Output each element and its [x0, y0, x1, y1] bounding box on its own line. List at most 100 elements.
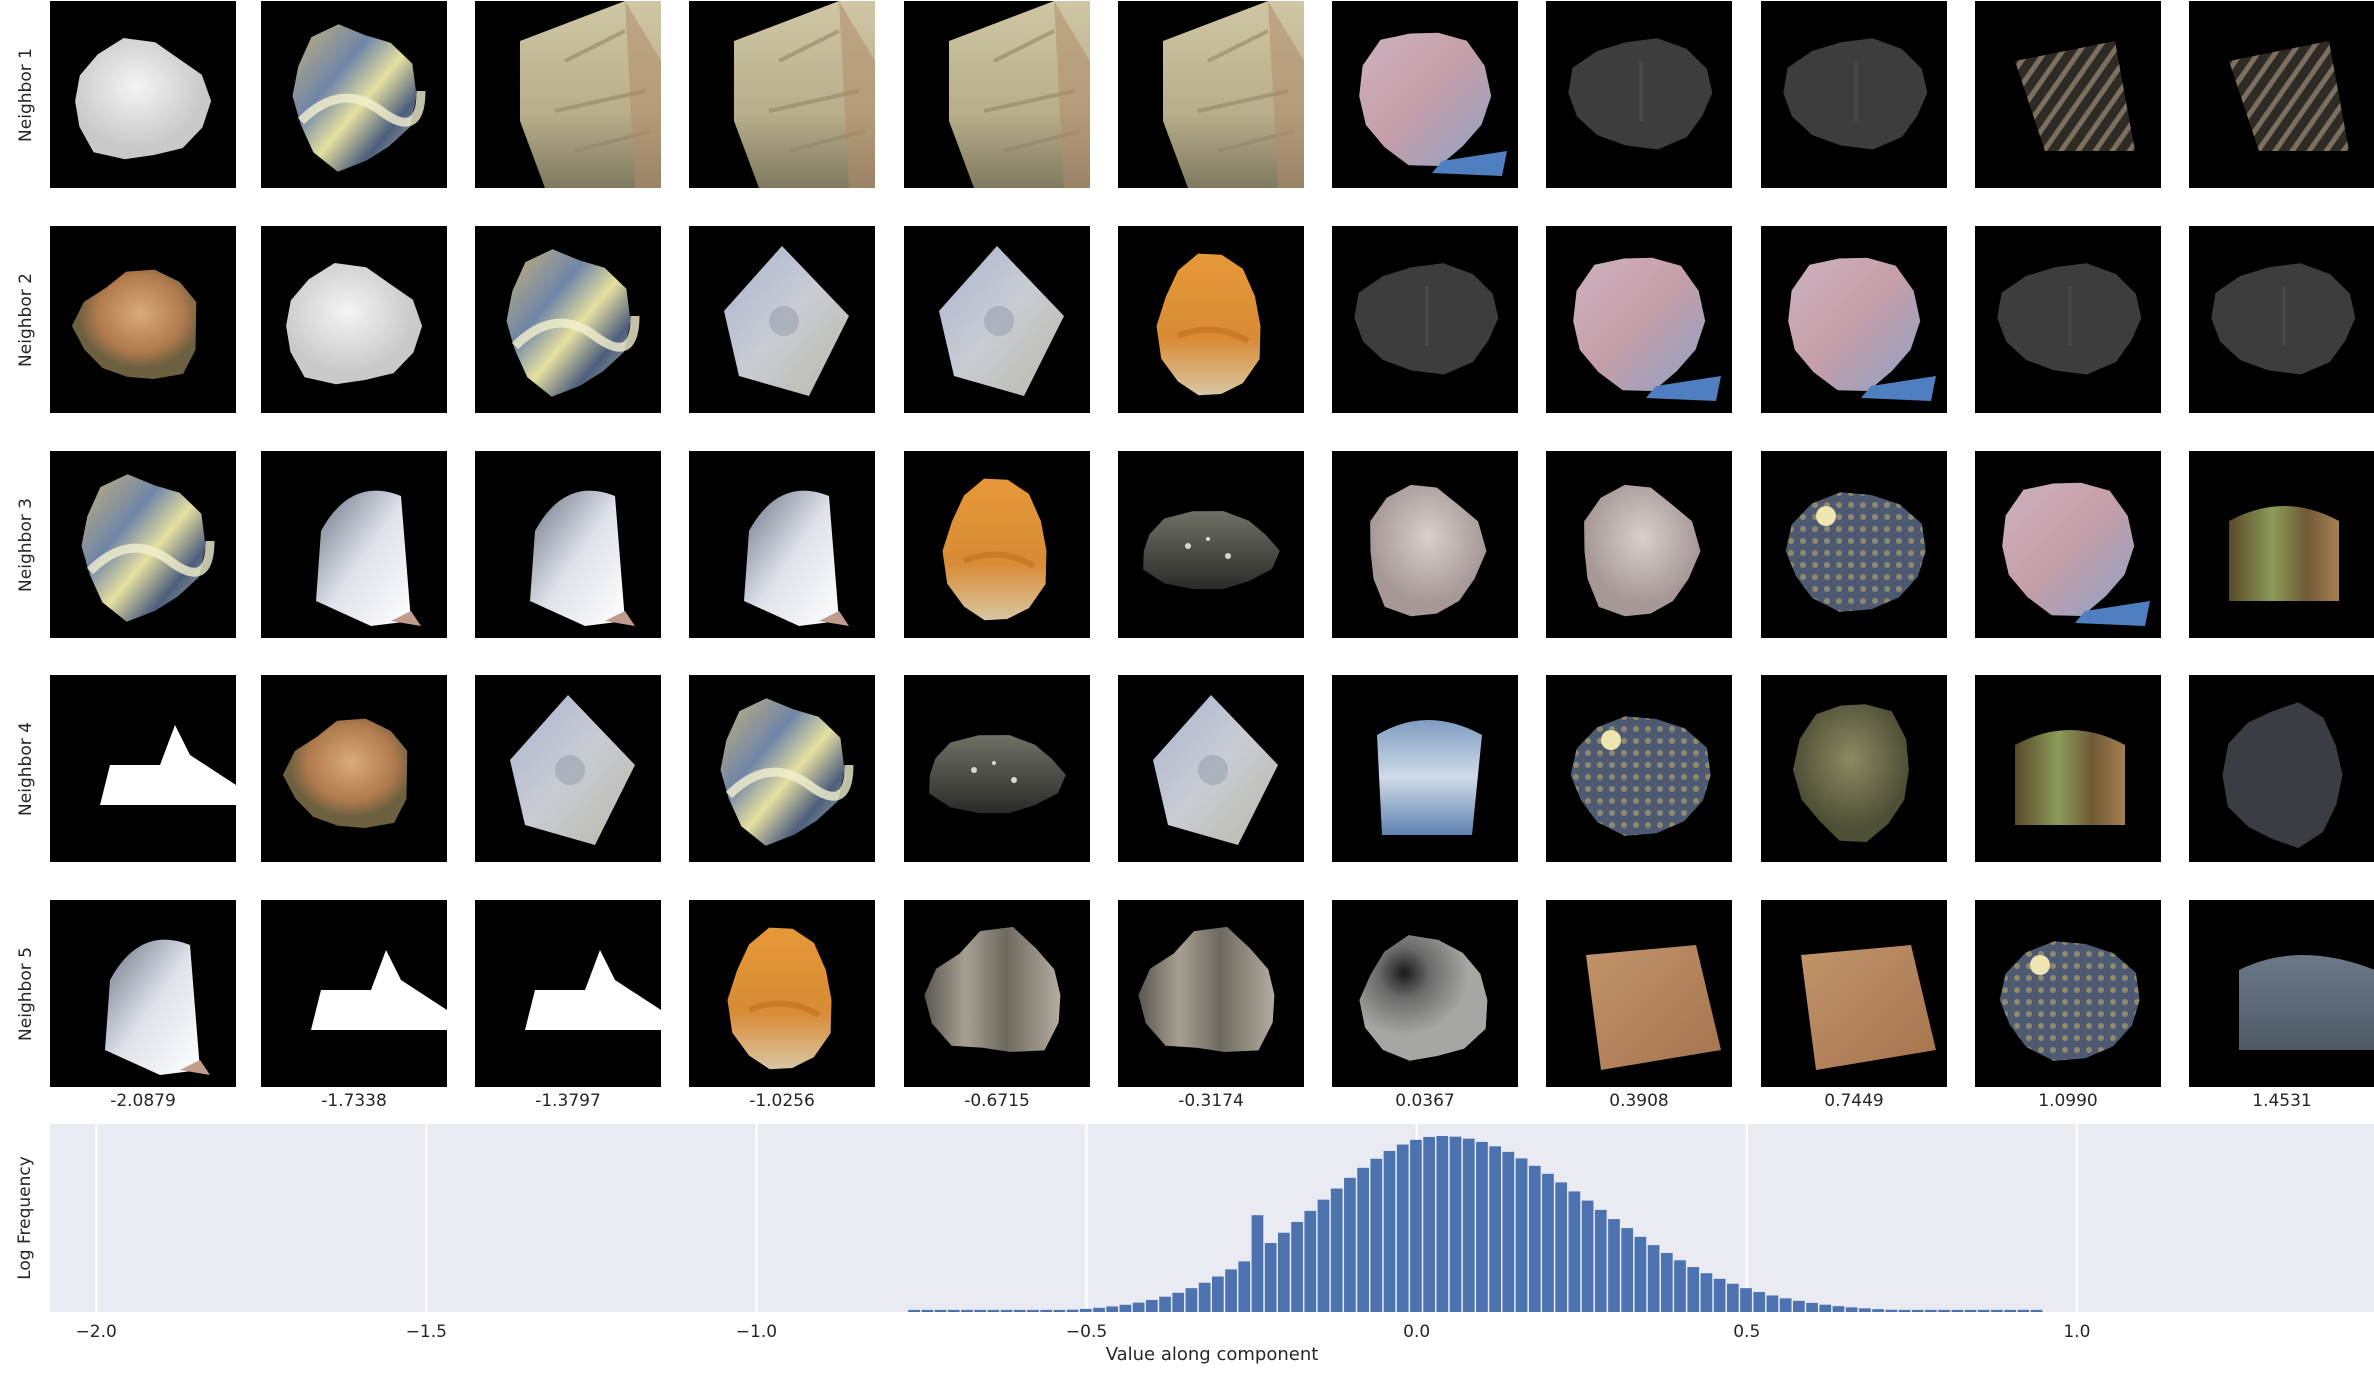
neighbor-tile — [1118, 451, 1304, 638]
tile-image — [1568, 38, 1713, 150]
neighbor-tile — [689, 900, 875, 1087]
neighbor-tile — [1761, 900, 1947, 1087]
histogram-bar — [1106, 1306, 1119, 1312]
tile-image — [744, 490, 849, 626]
tile-image — [1586, 945, 1721, 1070]
histogram-bar — [1396, 1144, 1409, 1312]
neighbor-tile — [475, 1, 661, 188]
histogram-bar — [1357, 1167, 1369, 1312]
tile-image — [1783, 38, 1928, 150]
tile-image — [1999, 941, 2140, 1061]
histogram-bar — [1951, 1309, 1964, 1312]
tile-image — [924, 926, 1061, 1052]
tile-image — [724, 246, 849, 396]
tile-image — [1792, 704, 1909, 842]
neighbor-tile — [1761, 451, 1947, 638]
neighbor-tile — [2189, 1, 2374, 188]
neighbor-tile — [50, 451, 236, 638]
x-tick-label: −2.0 — [75, 1322, 117, 1342]
neighbor-tile — [261, 451, 447, 638]
histogram-bar — [908, 1309, 920, 1312]
column-value-label: -1.3797 — [535, 1091, 601, 1111]
neighbor-tile — [50, 226, 236, 413]
histogram-bar — [1264, 1242, 1277, 1312]
histogram-bar — [1726, 1283, 1739, 1312]
x-tick-label: 1.0 — [2063, 1322, 2091, 1342]
neighbor-tile — [689, 226, 875, 413]
tile-image — [1377, 720, 1482, 835]
neighbor-tile — [50, 1, 236, 188]
tile-image — [316, 490, 421, 626]
neighbor-tile — [1546, 226, 1732, 413]
neighbor-tile — [904, 1, 1090, 188]
histogram-bar — [1344, 1177, 1356, 1312]
histogram-bar — [1304, 1210, 1317, 1312]
column-value-label: -0.3174 — [1178, 1091, 1244, 1111]
tile-image — [1156, 253, 1261, 396]
column-value-label: -1.0256 — [749, 1091, 815, 1111]
histogram-bar — [1687, 1267, 1700, 1312]
histogram-bar — [1251, 1215, 1264, 1312]
y-axis-label: Log Frequency — [15, 1156, 35, 1280]
histogram-bar — [1000, 1309, 1013, 1312]
histogram-bar — [1872, 1309, 1884, 1312]
column-value-label: 1.4531 — [2252, 1091, 2312, 1111]
tile-image — [1354, 263, 1499, 375]
histogram-bar — [947, 1309, 960, 1312]
histogram-bar — [1555, 1182, 1568, 1312]
histogram-bar — [1093, 1307, 1105, 1312]
neighbor-tile — [1975, 1, 2161, 188]
histogram-bar — [1845, 1307, 1858, 1312]
tile-image — [1570, 716, 1711, 836]
histogram-bar — [1132, 1302, 1145, 1312]
column-value-label: 1.0990 — [2038, 1091, 2098, 1111]
neighbor-tile — [1975, 675, 2161, 862]
histogram-bar — [2017, 1309, 2030, 1312]
histogram-bar — [1383, 1150, 1396, 1312]
neighbor-tile — [1332, 675, 1518, 862]
neighbor-tile — [1118, 226, 1304, 413]
neighbor-tile — [1118, 675, 1304, 862]
row-label-neighbor-5: Neighbor 5 — [16, 946, 36, 1041]
tile-image — [1584, 484, 1701, 617]
tile-image — [2222, 702, 2343, 849]
tile-image — [2229, 506, 2339, 601]
histogram-bar — [1370, 1158, 1383, 1312]
column-value-label: -0.6715 — [964, 1091, 1030, 1111]
histogram-bar — [1317, 1199, 1330, 1312]
neighbor-tile — [689, 451, 875, 638]
histogram-bar — [1449, 1136, 1462, 1312]
tile-image — [2229, 41, 2349, 151]
neighbor-tile — [1761, 675, 1947, 862]
tile-image — [1359, 32, 1507, 176]
histogram-bar — [1740, 1288, 1752, 1312]
histogram-bar — [1621, 1228, 1634, 1312]
tile-image — [2015, 41, 2135, 151]
histogram-bar — [1145, 1299, 1158, 1312]
neighbor-tile — [1118, 900, 1304, 1087]
neighbor-tile — [689, 675, 875, 862]
neighbor-tile — [1332, 1, 1518, 188]
tile-image — [530, 490, 635, 626]
neighbor-tile — [50, 675, 236, 862]
histogram-bar — [1198, 1282, 1211, 1312]
tile-image — [1153, 695, 1278, 845]
tile-image — [1997, 263, 2142, 375]
tile-image — [1785, 492, 1926, 612]
histogram-svg — [95, 1124, 2078, 1312]
tile-image — [720, 698, 854, 846]
x-tick-label: −1.0 — [735, 1322, 778, 1342]
tile-image — [1801, 945, 1936, 1070]
neighbor-tile — [1332, 226, 1518, 413]
tile-image — [81, 474, 215, 622]
tile-image — [1370, 484, 1487, 617]
histogram-bar — [1040, 1309, 1053, 1312]
tile-image — [942, 478, 1047, 621]
row-label-neighbor-2: Neighbor 2 — [16, 272, 36, 367]
tile-image — [71, 269, 197, 379]
histogram-bar — [1528, 1165, 1541, 1312]
histogram-bar — [1581, 1200, 1594, 1312]
histogram-bar — [2004, 1309, 2016, 1312]
column-value-label: -1.7338 — [321, 1091, 387, 1111]
